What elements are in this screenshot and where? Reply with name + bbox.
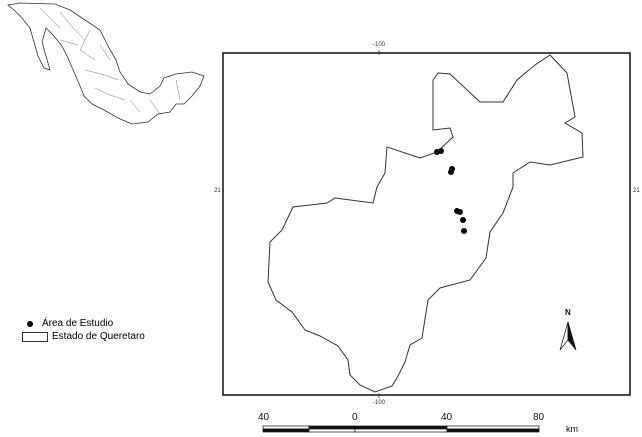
queretaro-outline (267, 54, 584, 393)
scale-label: 40 (258, 412, 270, 423)
scale-label: 0 (352, 412, 358, 423)
legend-label: Estado de Queretaro (52, 331, 145, 342)
scale-unit: km (566, 424, 578, 434)
lon-label-bottom: -100 (373, 400, 386, 406)
study-point (460, 217, 466, 223)
box-icon (22, 331, 48, 342)
map-frame (222, 52, 631, 396)
study-point (457, 209, 463, 215)
legend: Área de Estudio Estado de Queretaro (22, 317, 145, 343)
legend-item-study-area: Área de Estudio (22, 317, 145, 330)
mexico-inset-outline (7, 2, 205, 125)
mexico-state-lines (39, 7, 181, 115)
north-arrow-icon (559, 321, 577, 351)
lat-label-left: 21 (214, 188, 221, 194)
study-area-points (434, 148, 467, 234)
north-label: N (565, 308, 571, 317)
study-point (461, 228, 467, 234)
scale-label: 80 (533, 412, 545, 423)
dot-icon (27, 320, 33, 327)
study-point (438, 148, 444, 154)
legend-item-state: Estado de Queretaro (22, 330, 145, 343)
study-point (448, 169, 454, 175)
scale-label: 40 (441, 412, 453, 423)
lon-label-top: -100 (373, 42, 386, 48)
scale-bar (262, 425, 540, 433)
legend-label: Área de Estudio (42, 318, 114, 329)
lat-label-right: 21 (633, 188, 640, 194)
